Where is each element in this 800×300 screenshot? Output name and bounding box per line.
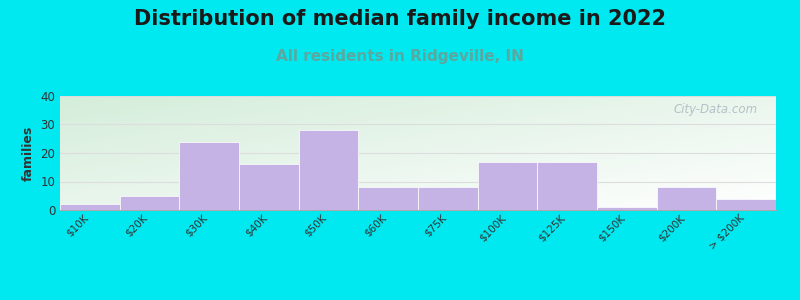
Bar [716,199,776,210]
Bar [538,161,597,210]
Text: Distribution of median family income in 2022: Distribution of median family income in … [134,9,666,29]
Bar [298,130,358,210]
Bar [478,161,538,210]
Text: All residents in Ridgeville, IN: All residents in Ridgeville, IN [276,50,524,64]
Bar [418,187,478,210]
Bar [120,196,179,210]
Text: City-Data.com: City-Data.com [674,103,758,116]
Bar [239,164,298,210]
Y-axis label: families: families [22,125,34,181]
Bar [179,142,239,210]
Bar [358,187,418,210]
Bar [60,204,120,210]
Bar [597,207,657,210]
Bar [657,187,716,210]
